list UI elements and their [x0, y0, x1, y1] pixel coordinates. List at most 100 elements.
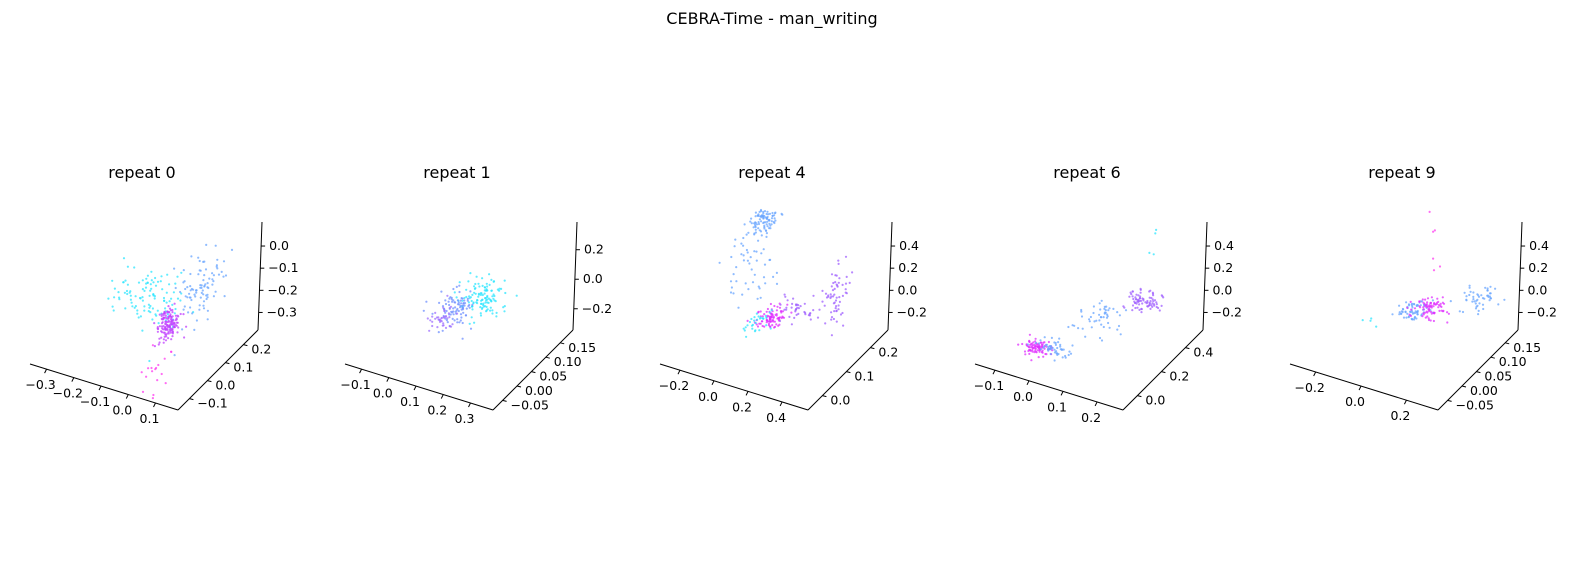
data-point	[197, 273, 200, 276]
y-tick-label: −0.05	[511, 397, 549, 412]
data-point	[830, 273, 834, 276]
y-tick-label: 0.1	[854, 369, 874, 384]
data-point	[837, 262, 840, 265]
y-tick-label: 0.2	[878, 345, 898, 360]
data-point	[1477, 309, 1480, 312]
data-point	[1029, 349, 1032, 352]
data-point	[1458, 310, 1461, 313]
data-point	[455, 312, 459, 315]
data-point	[1424, 305, 1427, 308]
data-point	[171, 332, 174, 335]
y-tick-mark	[531, 371, 536, 374]
data-point	[439, 319, 442, 322]
data-point	[175, 321, 178, 324]
data-point	[162, 328, 165, 331]
data-point	[765, 324, 768, 327]
data-point	[742, 254, 745, 257]
data-point	[1489, 285, 1492, 288]
data-point	[182, 269, 185, 272]
data-point	[757, 285, 760, 288]
data-point	[495, 311, 498, 314]
data-point	[182, 313, 185, 316]
data-point	[740, 242, 743, 245]
data-point	[753, 273, 756, 276]
data-point	[453, 319, 456, 322]
data-point	[477, 282, 480, 285]
data-point	[431, 315, 434, 318]
data-point	[169, 331, 172, 334]
data-point	[460, 302, 463, 305]
data-point	[204, 268, 208, 271]
data-point	[1424, 298, 1427, 301]
data-point	[1135, 298, 1138, 301]
y-tick-label: 0.10	[1499, 354, 1527, 369]
x-axis-line	[1289, 363, 1439, 411]
data-point	[207, 286, 210, 290]
data-point	[744, 282, 747, 285]
data-point	[148, 306, 151, 309]
data-point	[150, 279, 153, 282]
data-point	[1432, 269, 1436, 272]
y-tick-label: 0.1	[233, 360, 253, 375]
data-point	[168, 307, 172, 310]
data-point	[442, 316, 446, 319]
data-point	[771, 324, 774, 327]
data-point	[493, 294, 496, 298]
data-point	[1026, 343, 1029, 346]
data-point	[754, 215, 757, 218]
data-point	[768, 222, 771, 225]
data-point	[470, 305, 474, 308]
data-point	[477, 295, 480, 298]
data-point	[186, 286, 189, 289]
data-point	[1488, 292, 1492, 295]
x-tick-label: 0.2	[427, 403, 447, 418]
data-point	[458, 281, 461, 284]
subplot-title: repeat 1	[423, 163, 490, 182]
data-point	[471, 303, 474, 306]
data-point	[1060, 348, 1063, 351]
data-point	[163, 310, 166, 313]
data-point	[768, 218, 771, 222]
data-point	[759, 322, 762, 325]
data-point	[137, 316, 140, 319]
data-point	[151, 307, 154, 310]
data-point	[1067, 353, 1070, 357]
data-point	[138, 296, 142, 300]
data-point	[428, 329, 431, 332]
data-point	[1119, 333, 1122, 336]
data-point	[192, 288, 195, 291]
data-point	[157, 322, 160, 325]
data-point	[151, 318, 154, 321]
data-point	[1489, 297, 1492, 300]
data-point	[150, 287, 153, 290]
data-point	[173, 354, 176, 357]
x-tick-mark	[440, 394, 444, 399]
data-point	[784, 295, 787, 298]
data-point	[436, 326, 439, 329]
data-point	[136, 312, 139, 315]
data-point	[1468, 293, 1471, 297]
data-point	[118, 298, 121, 301]
data-point	[780, 310, 783, 313]
data-point	[198, 259, 201, 263]
data-point	[794, 310, 797, 313]
data-point	[1105, 305, 1108, 308]
data-point	[844, 288, 847, 291]
data-point	[429, 319, 432, 322]
data-point	[792, 297, 795, 300]
figure-title: CEBRA-Time - man_writing	[666, 9, 877, 29]
data-point	[169, 327, 172, 330]
data-point	[1117, 324, 1121, 328]
data-point	[129, 294, 132, 297]
data-point	[1036, 349, 1039, 352]
data-point	[165, 301, 168, 304]
data-point	[1034, 340, 1037, 343]
y-tick-mark	[1137, 395, 1142, 398]
data-point	[834, 281, 837, 284]
data-point	[1486, 287, 1489, 290]
data-point	[212, 295, 215, 298]
data-point	[1138, 297, 1142, 300]
data-point	[831, 289, 835, 292]
data-point	[773, 304, 776, 308]
y-tick-mark	[822, 395, 827, 398]
